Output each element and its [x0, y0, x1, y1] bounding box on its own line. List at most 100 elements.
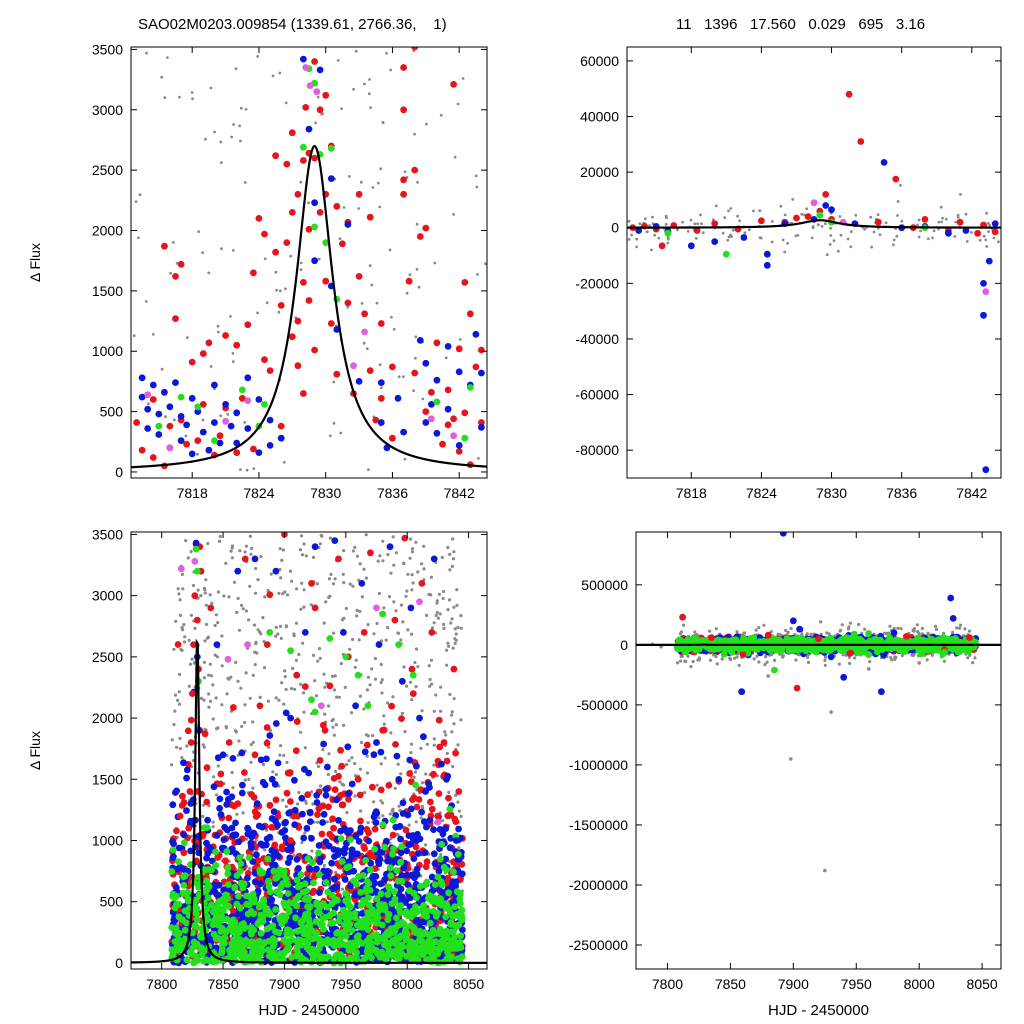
scatter-point-gray — [402, 375, 405, 379]
scatter-point-gray — [757, 660, 761, 664]
scatter-point-green — [171, 904, 179, 912]
scatter-point-green — [335, 917, 342, 925]
data-point-green — [433, 398, 441, 406]
scatter-point-green — [209, 921, 217, 929]
scatter-point-gray — [846, 237, 850, 241]
scatter-point-gray — [227, 595, 231, 599]
scatter-point-blue — [431, 860, 439, 867]
y-tick-label: 3000 — [92, 588, 123, 604]
scatter-point-gray — [416, 665, 420, 669]
scatter-point-green — [430, 907, 437, 915]
data-point-red — [422, 408, 430, 415]
scatter-point-gray — [206, 541, 210, 546]
scatter-point-gray — [391, 535, 395, 539]
scatter-point-gray — [240, 724, 244, 729]
scatter-point-gray — [338, 780, 342, 784]
data-point-violet — [428, 415, 435, 423]
data-point-blue — [311, 199, 318, 207]
scatter-point-blue — [442, 825, 450, 832]
scatter-point-blue — [308, 834, 315, 842]
scatter-point-blue — [413, 871, 421, 878]
scatter-point-green — [386, 927, 393, 935]
data-point-red — [892, 175, 900, 183]
data-point-red — [711, 220, 719, 228]
scatter-point-gray — [415, 222, 419, 226]
data-point-red — [138, 446, 146, 454]
scatter-point-gray — [247, 777, 251, 782]
scatter-point-gray — [358, 694, 362, 698]
scatter-point-gray — [243, 550, 247, 554]
scatter-point-gray — [382, 714, 386, 718]
scatter-point-blue — [217, 811, 225, 818]
scatter-point-gray — [332, 733, 336, 737]
data-point-red — [400, 64, 407, 71]
scatter-point-gray — [342, 206, 346, 209]
scatter-point-gray — [178, 747, 182, 751]
scatter-point-green — [456, 914, 464, 921]
scatter-point-blue — [183, 766, 191, 774]
data-point-red — [411, 47, 419, 51]
scatter-point-green — [252, 943, 260, 950]
y-tick-label: 0 — [611, 220, 619, 236]
data-point-red — [355, 190, 363, 198]
scatter-point-red — [316, 757, 324, 764]
scatter-point-gray — [432, 709, 436, 713]
scatter-point-gray — [291, 666, 295, 671]
scatter-point-blue — [257, 756, 265, 764]
scatter-point-gray — [294, 621, 298, 625]
scatter-point-blue — [392, 823, 400, 831]
scatter-point-gray — [261, 616, 265, 620]
scatter-point-gray — [439, 113, 443, 117]
scatter-point-red — [271, 841, 279, 849]
scatter-point-gray — [410, 632, 414, 636]
data-point-red — [166, 422, 174, 430]
scatter-point-gray — [373, 656, 377, 661]
scatter-point-blue — [183, 807, 190, 814]
scatter-point-red — [314, 811, 321, 818]
scatter-point-blue — [238, 749, 246, 757]
scatter-point-gray — [451, 557, 456, 561]
scatter-point-green — [266, 888, 274, 896]
scatter-point-gray — [238, 124, 242, 128]
scatter-point-gray — [219, 161, 223, 165]
scatter-point-gray — [251, 673, 255, 677]
data-point-blue — [416, 714, 423, 722]
data-point-violet — [416, 598, 423, 606]
scatter-point-green — [395, 905, 403, 913]
scatter-point-gray — [271, 74, 275, 78]
scatter-point-gray — [180, 756, 184, 760]
data-point-blue — [982, 466, 990, 474]
scatter-point-blue — [266, 732, 274, 739]
scatter-point-green — [305, 917, 313, 924]
scatter-point-gray — [452, 605, 456, 609]
scatter-point-blue — [274, 821, 281, 829]
scatter-point-green — [417, 883, 424, 890]
scatter-point-blue — [263, 835, 271, 843]
scatter-point-gray — [177, 672, 182, 677]
y-tick-label: -20000 — [575, 275, 619, 291]
data-point-blue — [416, 337, 424, 344]
x-tick-label: 7830 — [310, 485, 341, 501]
scatter-point-blue — [169, 801, 177, 809]
scatter-point-blue — [204, 816, 212, 824]
scatter-point-gray — [357, 638, 361, 642]
data-point-red — [222, 332, 230, 339]
data-point-red — [377, 320, 385, 327]
scatter-point-blue — [239, 781, 246, 789]
data-point-red — [455, 788, 463, 795]
scatter-point-gray — [776, 632, 780, 636]
scatter-point-gray — [409, 680, 413, 684]
data-point-green — [342, 653, 350, 661]
scatter-point-gray — [278, 753, 282, 757]
scatter-point-green — [437, 878, 445, 885]
scatter-point-green — [204, 882, 212, 889]
scatter-point-gray — [283, 669, 287, 673]
scatter-point-blue — [244, 830, 252, 838]
scatter-point-gray — [316, 95, 320, 99]
scatter-point-blue — [454, 868, 462, 876]
data-point-blue — [327, 175, 335, 183]
data-point-blue — [166, 403, 174, 411]
scatter-point-gray — [884, 221, 888, 225]
scatter-point-gray — [332, 688, 337, 692]
scatter-point-green — [455, 921, 463, 929]
